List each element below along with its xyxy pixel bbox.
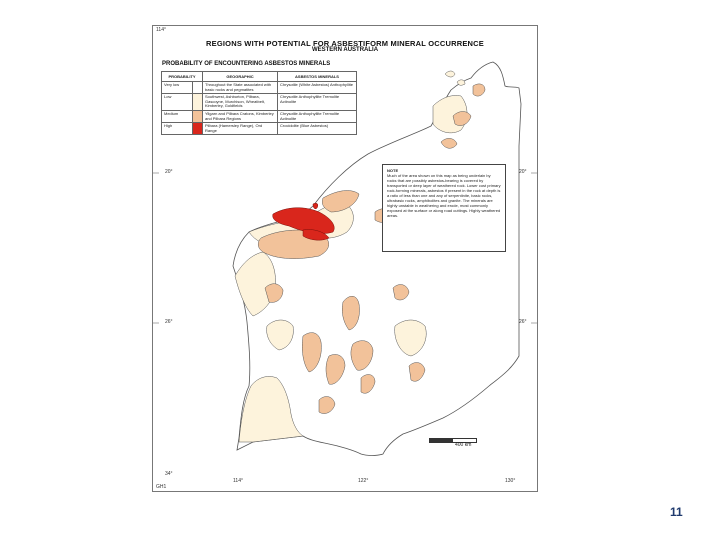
- medium-region-east-b: [392, 284, 410, 301]
- legend-minerals: Chrysotile (White Asbestos) Anthophyllit…: [277, 80, 357, 95]
- scale-label: 400 km: [455, 442, 472, 448]
- medium-region-kimberley-a: [452, 111, 472, 126]
- low-region-southwest: [238, 376, 304, 443]
- medium-region-north: [322, 190, 360, 213]
- corner-code: GH1: [156, 484, 167, 490]
- map-title: REGIONS WITH POTENTIAL FOR ASBESTIFORM M…: [206, 39, 484, 48]
- longitude-label: 114°: [233, 478, 243, 484]
- medium-region-yilgarn-c: [350, 340, 374, 371]
- legend-probability: Very low: [161, 80, 193, 95]
- medium-region-south: [318, 396, 336, 414]
- legend-swatch: [192, 109, 203, 124]
- legend-swatch: [192, 80, 203, 95]
- scale-bar: [429, 438, 477, 443]
- medium-region-east: [408, 362, 426, 382]
- legend-header-row: PROBABILITY GEOGRAPHIC ASBESTOS MINERALS: [161, 71, 357, 82]
- legend-table: PROBABILITY GEOGRAPHIC ASBESTOS MINERALS…: [161, 71, 357, 136]
- legend-header: GEOGRAPHIC: [202, 71, 278, 82]
- medium-region-kimberley-c: [440, 138, 458, 149]
- latitude-label: 20°: [519, 169, 527, 175]
- map-panel: 114° 20° 26° 34° 20° 26° 114° 122° 130° …: [152, 25, 538, 492]
- note-text: Much of the area shown on this map as be…: [387, 173, 501, 218]
- legend-header: ASBESTOS MINERALS: [277, 71, 357, 82]
- legend-geographic: Throughout the State associated with bas…: [202, 80, 278, 95]
- legend-geographic: Southwest, Ashburton, Pilbara, Gascoyne,…: [202, 93, 278, 111]
- legend-row: Low Southwest, Ashburton, Pilbara, Gasco…: [161, 93, 357, 111]
- longitude-label: 114°: [156, 27, 166, 33]
- island: [444, 70, 456, 78]
- latitude-label: 20°: [165, 169, 173, 175]
- legend-row: High Pilbara (Hamersley Range), Ord Rang…: [161, 122, 357, 136]
- note-box: NOTE Much of the area shown on this map …: [382, 164, 506, 252]
- legend-header: PROBABILITY: [161, 71, 203, 82]
- map-subtitle: WESTERN AUSTRALIA: [311, 47, 379, 53]
- legend-probability: Low: [161, 93, 193, 111]
- legend-probability: Medium: [161, 109, 193, 124]
- medium-region-yilgarn-a: [302, 332, 322, 373]
- medium-region-yilgarn-b: [325, 354, 346, 385]
- latitude-label: 26°: [165, 319, 173, 325]
- page-number: 11: [670, 505, 683, 519]
- island: [456, 79, 466, 86]
- legend-row: Very low Throughout the State associated…: [161, 80, 357, 95]
- legend-row: Medium Yilgarn and Pilbara Cratons, Kimb…: [161, 109, 357, 124]
- medium-region-kimberley-b: [472, 83, 486, 97]
- high-region-ord: [312, 202, 319, 210]
- legend-geographic: Pilbara (Hamersley Range), Ord Range: [202, 122, 278, 136]
- low-region-east: [394, 319, 427, 357]
- legend-probability: High: [161, 122, 193, 136]
- legend-heading: PROBABILITY OF ENCOUNTERING ASBESTOS MIN…: [162, 61, 331, 67]
- medium-region-central: [342, 296, 360, 331]
- latitude-label: 26°: [519, 319, 527, 325]
- legend-swatch: [192, 122, 203, 136]
- medium-region-west: [264, 283, 284, 303]
- legend-minerals: Chrysotile Anthophyllite Tremolite Actin…: [277, 109, 357, 124]
- western-australia-map: [153, 61, 537, 456]
- legend-swatch: [192, 93, 203, 111]
- legend-geographic: Yilgarn and Pilbara Cratons, Kimberley a…: [202, 109, 278, 124]
- low-region-murchison: [266, 319, 294, 351]
- longitude-label: 122°: [358, 478, 369, 484]
- legend-minerals: Crocidolite (Blue Asbestos): [277, 122, 357, 136]
- note-heading: NOTE: [387, 168, 399, 173]
- legend-minerals: Chrysotile Anthophyllite Tremolite Actin…: [277, 93, 357, 111]
- latitude-label: 34°: [165, 471, 173, 477]
- longitude-label: 130°: [505, 478, 516, 484]
- high-region-hamersley: [272, 207, 335, 234]
- medium-region-goldfields: [360, 374, 376, 394]
- high-region-hamersley-b: [302, 229, 330, 241]
